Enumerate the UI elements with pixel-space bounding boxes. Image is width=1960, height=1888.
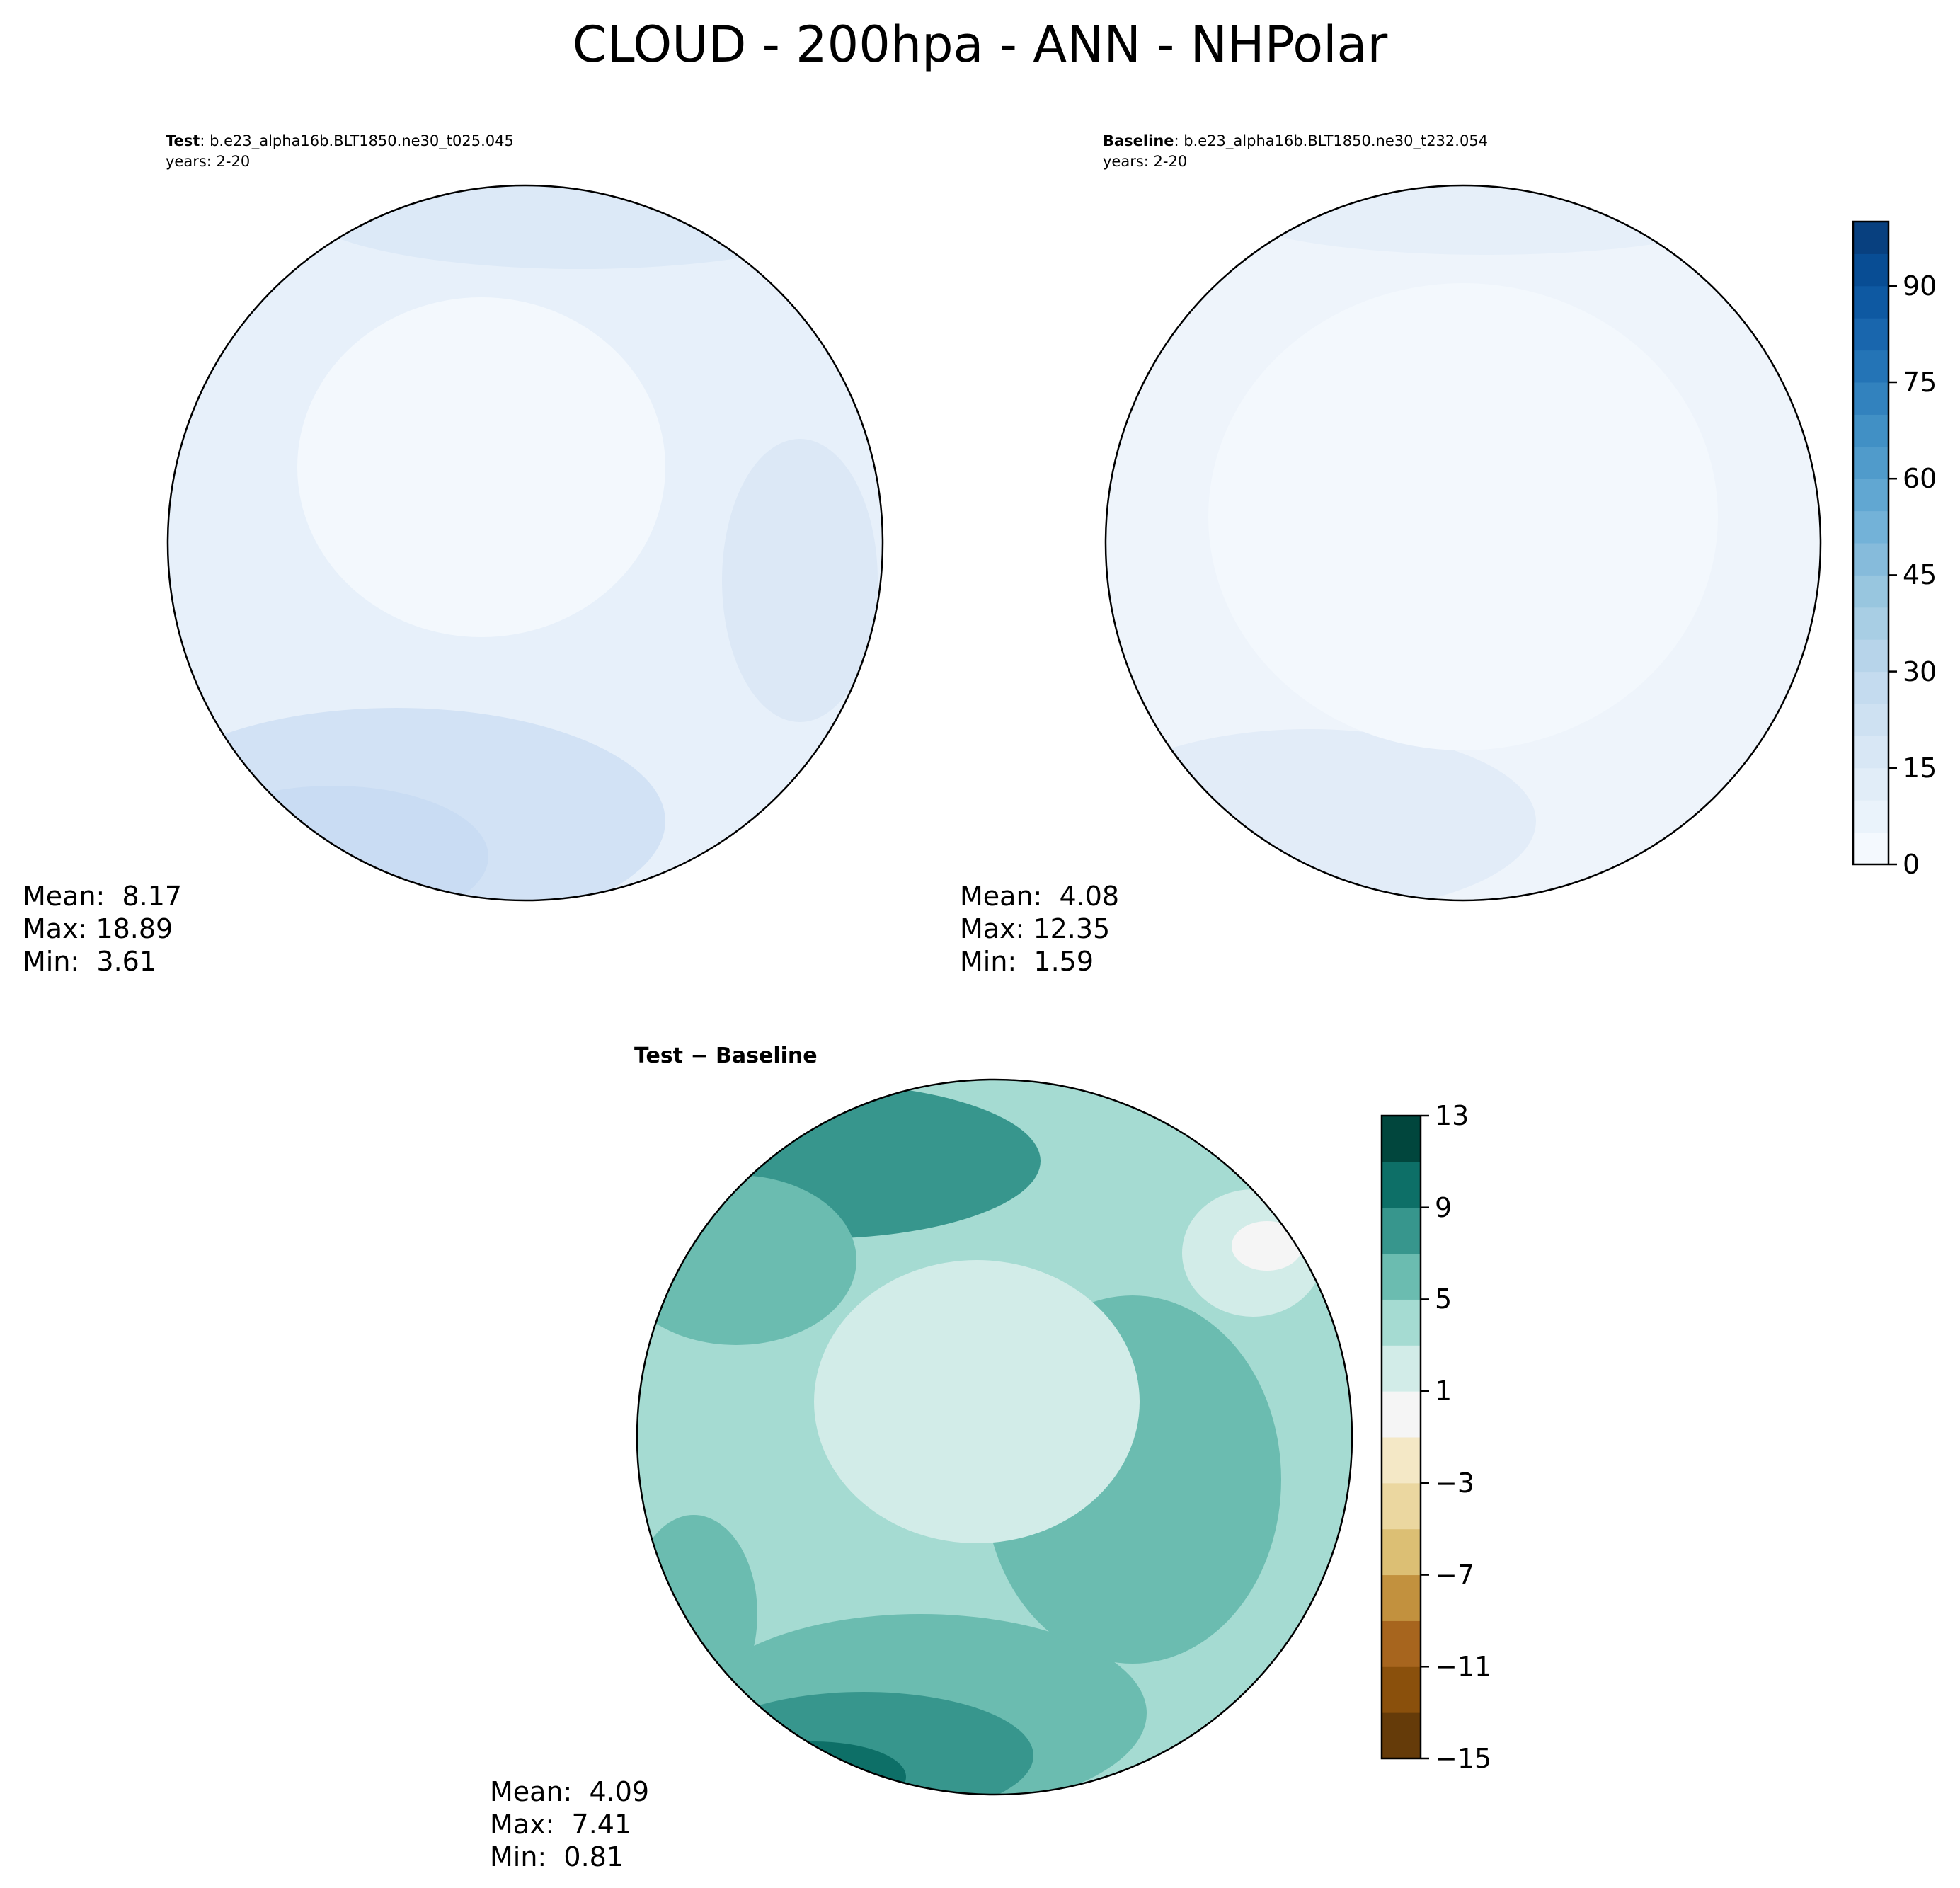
baseline-header: Baseline: b.e23_alpha16b.BLT1850.ne30_t2… <box>1103 131 1488 151</box>
diff-colorbar-color-step <box>1382 1207 1421 1254</box>
main-colorbar-color-step <box>1853 639 1889 673</box>
diff-colorbar-tick-label: −11 <box>1435 1651 1492 1683</box>
baseline-mean: Mean: 4.08 <box>960 881 1120 912</box>
diff-stats: Mean: 4.09 Max: 7.41 Min: 0.81 <box>490 1775 649 1873</box>
main-colorbar-color-step <box>1853 222 1889 254</box>
main-colorbar-tick-label: 90 <box>1903 270 1937 302</box>
main-colorbar-color-step <box>1853 350 1889 383</box>
test-stats: Mean: 8.17 Max: 18.89 Min: 3.61 <box>23 880 182 978</box>
main-colorbar-color-step <box>1853 510 1889 544</box>
diff-colorbar-color-step <box>1382 1712 1421 1759</box>
main-colorbar-color-step <box>1853 671 1889 704</box>
diff-colorbar-color-step <box>1382 1574 1421 1621</box>
main-colorbar-color-step <box>1853 800 1889 833</box>
main-colorbar <box>1852 220 1897 866</box>
diff-colorbar-color-step <box>1382 1116 1421 1162</box>
test-case-name: : b.e23_alpha16b.BLT1850.ne30_t025.045 <box>200 132 514 149</box>
main-colorbar-color-step <box>1853 832 1889 865</box>
test-map <box>166 184 884 902</box>
diff-colorbar-tick-label: −3 <box>1435 1467 1475 1499</box>
test-max: Max: 18.89 <box>23 913 173 944</box>
diff-colorbar-color-step <box>1382 1482 1421 1530</box>
main-colorbar-color-step <box>1853 414 1889 447</box>
diff-colorbar-frame <box>1380 1114 1422 1760</box>
diff-colorbar-color-step <box>1382 1299 1421 1346</box>
baseline-min: Min: 1.59 <box>960 946 1094 977</box>
test-mean: Mean: 8.17 <box>23 881 183 912</box>
main-colorbar-color-step <box>1853 285 1889 319</box>
diff-colorbar-tick-label: 13 <box>1435 1100 1469 1131</box>
main-colorbar-color-step <box>1853 382 1889 415</box>
diff-colorbar-color-step <box>1382 1528 1421 1576</box>
baseline-max: Max: 12.35 <box>960 913 1111 944</box>
main-colorbar-color-step <box>1853 767 1889 801</box>
main-colorbar-tick-label: 15 <box>1903 752 1937 784</box>
diff-colorbar-color-step <box>1382 1666 1421 1713</box>
main-colorbar-color-step <box>1853 479 1889 512</box>
figure-title: CLOUD - 200hpa - ANN - NHPolar <box>572 16 1388 74</box>
diff-colorbar-color-step <box>1382 1345 1421 1392</box>
baseline-case-name: : b.e23_alpha16b.BLT1850.ne30_t232.054 <box>1174 132 1489 149</box>
main-colorbar-tick-label: 30 <box>1903 656 1937 687</box>
diff-colorbar-tick-label: 9 <box>1435 1191 1452 1223</box>
diff-max: Max: 7.41 <box>490 1809 632 1840</box>
main-colorbar-frame <box>1852 220 1890 866</box>
diff-map <box>636 1078 1353 1796</box>
diff-colorbar-tick-label: −15 <box>1435 1743 1492 1774</box>
diff-colorbar-tick-label: 1 <box>1435 1375 1452 1407</box>
main-colorbar-tick-label: 60 <box>1903 463 1937 495</box>
main-colorbar-color-step <box>1853 575 1889 608</box>
main-colorbar-color-step <box>1853 543 1889 576</box>
diff-colorbar-tick-label: 5 <box>1435 1283 1452 1315</box>
diff-colorbar-color-step <box>1382 1437 1421 1484</box>
diff-colorbar-tick-label: −7 <box>1435 1559 1475 1591</box>
baseline-map <box>1104 184 1822 902</box>
main-colorbar-color-step <box>1853 318 1889 351</box>
main-colorbar-tick-label: 45 <box>1903 559 1937 591</box>
main-colorbar-color-step <box>1853 607 1889 640</box>
main-colorbar-color-step <box>1853 704 1889 736</box>
test-years: years: 2-20 <box>166 153 251 170</box>
diff-title: Test − Baseline <box>634 1043 818 1068</box>
diff-colorbar <box>1380 1114 1429 1760</box>
diff-mean: Mean: 4.09 <box>490 1776 650 1807</box>
test-label: Test <box>166 132 200 149</box>
main-colorbar-tick-label: 0 <box>1903 849 1920 880</box>
diff-colorbar-color-step <box>1382 1161 1421 1208</box>
diff-min: Min: 0.81 <box>490 1841 624 1872</box>
test-header: Test: b.e23_alpha16b.BLT1850.ne30_t025.0… <box>166 131 514 151</box>
main-colorbar-color-step <box>1853 253 1889 287</box>
diff-colorbar-color-step <box>1382 1253 1421 1300</box>
baseline-stats: Mean: 4.08 Max: 12.35 Min: 1.59 <box>960 880 1119 978</box>
main-colorbar-color-step <box>1853 736 1889 769</box>
diff-colorbar-color-step <box>1382 1391 1421 1438</box>
main-colorbar-color-step <box>1853 446 1889 479</box>
diff-colorbar-color-step <box>1382 1620 1421 1667</box>
baseline-label: Baseline <box>1103 132 1174 149</box>
baseline-years: years: 2-20 <box>1103 153 1188 170</box>
main-colorbar-tick-label: 75 <box>1903 367 1937 398</box>
test-min: Min: 3.61 <box>23 946 156 977</box>
